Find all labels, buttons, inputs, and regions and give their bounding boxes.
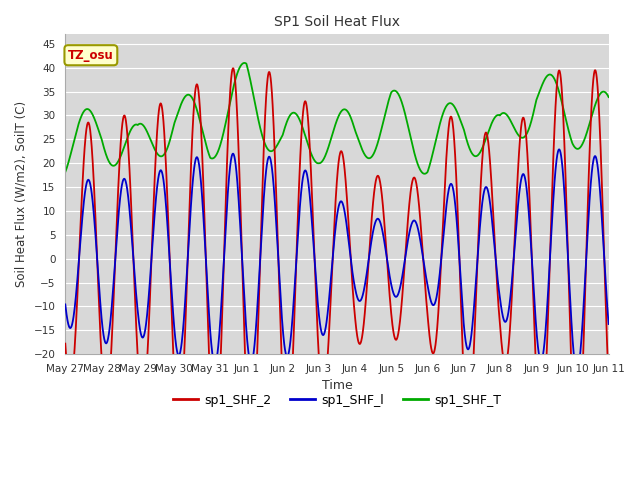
Y-axis label: Soil Heat Flux (W/m2), SoilT (C): Soil Heat Flux (W/m2), SoilT (C): [15, 101, 28, 288]
sp1_SHF_T: [213, 151, 221, 157]
sp1_SHF_T: [365, 156, 372, 161]
sp1_SHF_l: [572, 366, 580, 372]
sp1_SHF_T: [557, 96, 565, 102]
sp1_SHF_2: [605, 380, 612, 386]
X-axis label: Time: Time: [321, 379, 353, 393]
sp1_SHF_l: [605, 321, 612, 327]
sp1_SHF_2: [61, 341, 69, 347]
sp1_SHF_2: [572, 450, 580, 456]
sp1_SHF_T: [572, 145, 580, 151]
Text: TZ_osu: TZ_osu: [68, 49, 114, 62]
Line: sp1_SHF_l: sp1_SHF_l: [65, 149, 609, 371]
sp1_SHF_l: [364, 260, 372, 265]
Legend: sp1_SHF_2, sp1_SHF_l, sp1_SHF_T: sp1_SHF_2, sp1_SHF_l, sp1_SHF_T: [168, 389, 506, 412]
sp1_SHF_2: [229, 65, 237, 71]
Line: sp1_SHF_2: sp1_SHF_2: [65, 68, 609, 456]
sp1_SHF_2: [353, 330, 360, 336]
Title: SP1 Soil Heat Flux: SP1 Soil Heat Flux: [274, 15, 400, 29]
sp1_SHF_2: [573, 454, 580, 459]
sp1_SHF_l: [353, 292, 360, 298]
sp1_SHF_l: [495, 285, 502, 291]
sp1_SHF_T: [61, 169, 69, 175]
sp1_SHF_2: [495, 309, 503, 314]
sp1_SHF_T: [421, 171, 429, 177]
sp1_SHF_T: [605, 94, 612, 100]
sp1_SHF_T: [353, 132, 360, 138]
sp1_SHF_l: [61, 301, 69, 307]
sp1_SHF_l: [213, 355, 221, 361]
sp1_SHF_l: [556, 146, 563, 152]
sp1_SHF_T: [495, 112, 503, 118]
sp1_SHF_l: [573, 368, 580, 373]
sp1_SHF_2: [557, 75, 564, 81]
sp1_SHF_T: [241, 60, 248, 66]
sp1_SHF_2: [365, 260, 372, 266]
Line: sp1_SHF_T: sp1_SHF_T: [65, 63, 609, 174]
sp1_SHF_l: [557, 151, 564, 157]
sp1_SHF_2: [213, 430, 221, 436]
